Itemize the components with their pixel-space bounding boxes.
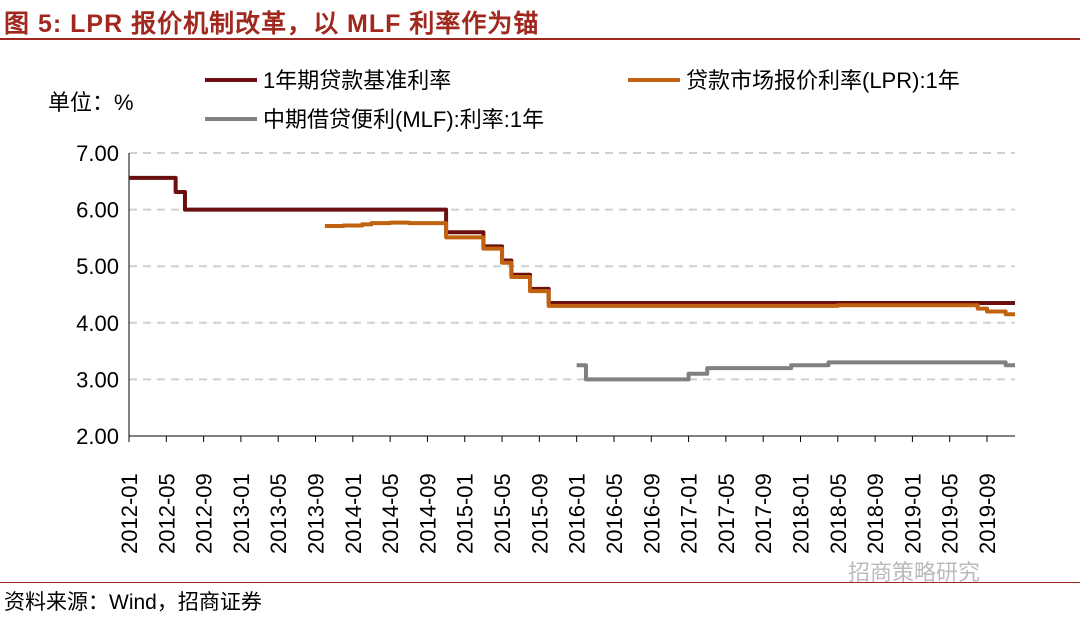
x-tick-label: 2014-09 bbox=[415, 473, 440, 554]
y-tick-label: 7.00 bbox=[76, 141, 119, 166]
series-line bbox=[576, 360, 1015, 382]
y-tick-label: 5.00 bbox=[76, 254, 119, 279]
y-tick-label: 3.00 bbox=[76, 367, 119, 392]
legend-label: 贷款市场报价利率(LPR):1年 bbox=[686, 68, 960, 93]
x-tick-label: 2014-01 bbox=[341, 473, 366, 554]
x-tick-label: 2017-01 bbox=[677, 473, 702, 554]
legend-label: 中期借贷便利(MLF):利率:1年 bbox=[263, 107, 544, 132]
x-tick-label: 2016-05 bbox=[602, 473, 627, 554]
x-tick-label: 2013-09 bbox=[304, 473, 329, 554]
series-line bbox=[324, 220, 1015, 317]
x-tick-label: 2012-01 bbox=[117, 473, 142, 554]
x-tick-label: 2018-09 bbox=[863, 473, 888, 554]
x-tick-label: 2015-05 bbox=[490, 473, 515, 554]
x-tick-label: 2019-05 bbox=[938, 473, 963, 554]
line-chart: 单位：% 7.00 6.00 5.00 4.00 3.00 2.00 2012-01 201… bbox=[48, 68, 1015, 554]
x-tick-label: 2016-09 bbox=[639, 473, 664, 554]
source-divider bbox=[0, 582, 1080, 583]
x-tick-label: 2017-05 bbox=[714, 473, 739, 554]
x-tick-label: 2018-01 bbox=[788, 473, 813, 554]
y-tick-label: 4.00 bbox=[76, 311, 119, 336]
x-tick-label: 2019-09 bbox=[975, 473, 1000, 554]
source-note: 资料来源：Wind，招商证券 bbox=[4, 591, 262, 614]
unit-label: 单位：% bbox=[48, 90, 134, 115]
figure-title: 图 5: LPR 报价机制改革，以 MLF 利率作为锚 bbox=[4, 10, 540, 38]
x-tick-label: 2017-09 bbox=[751, 473, 776, 554]
x-tick-label: 2013-01 bbox=[229, 473, 254, 554]
legend-label: 1年期贷款基准利率 bbox=[263, 68, 451, 93]
series-line bbox=[129, 175, 1015, 305]
watermark: 招商策略研究 bbox=[848, 560, 981, 585]
x-tick-label: 2015-09 bbox=[527, 473, 552, 554]
x-tick-label: 2013-05 bbox=[266, 473, 291, 554]
x-tick-label: 2016-01 bbox=[565, 473, 590, 554]
x-tick-label: 2019-01 bbox=[900, 473, 925, 554]
x-tick-label: 2012-09 bbox=[192, 473, 217, 554]
x-tick-label: 2018-05 bbox=[826, 473, 851, 554]
y-tick-label: 6.00 bbox=[76, 198, 119, 223]
title-divider bbox=[0, 38, 1080, 40]
x-tick-label: 2015-01 bbox=[453, 473, 478, 554]
x-tick-label: 2014-05 bbox=[378, 473, 403, 554]
x-tick-label: 2012-05 bbox=[154, 473, 179, 554]
y-tick-label: 2.00 bbox=[76, 424, 119, 449]
